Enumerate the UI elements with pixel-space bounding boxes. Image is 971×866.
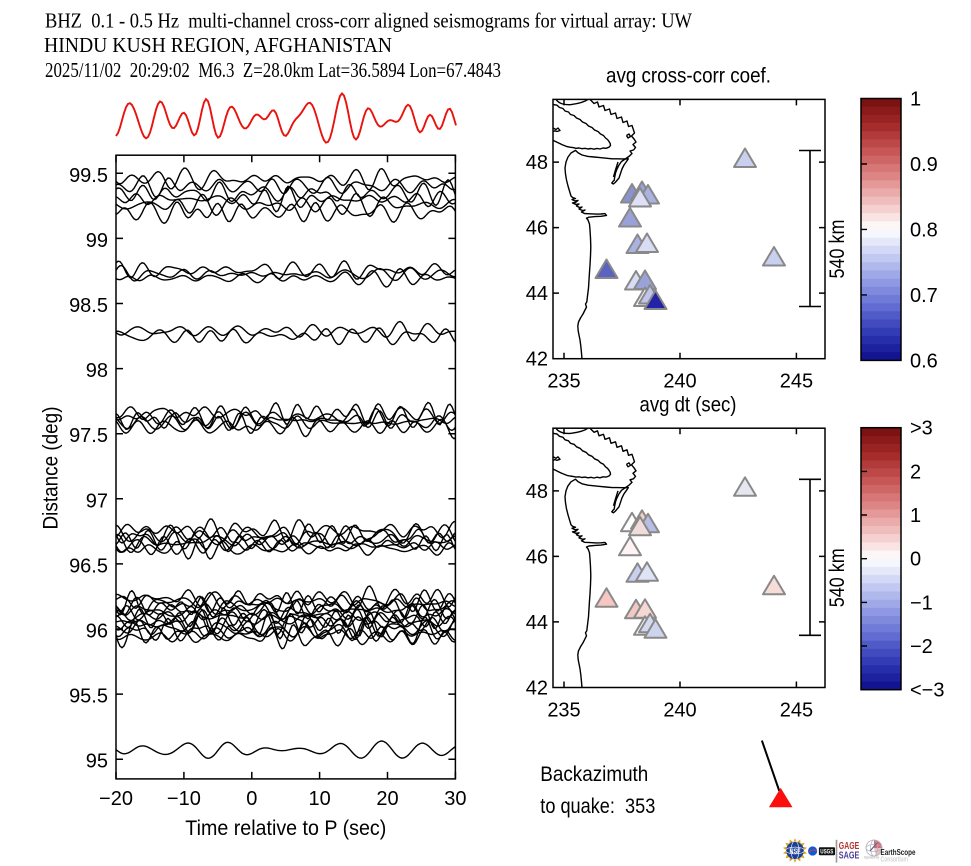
svg-text:0.9: 0.9 [910,154,938,176]
svg-text:42: 42 [526,677,548,699]
svg-text:98: 98 [86,360,108,382]
svg-text:BHZ 0.1 - 0.5 Hz multi-chann: BHZ 0.1 - 0.5 Hz multi-channel cross-cor… [45,9,693,33]
svg-text:44: 44 [526,612,548,634]
svg-text:99.5: 99.5 [69,165,108,187]
svg-text:Backazimuth: Backazimuth [540,763,648,786]
svg-text:Consortium: Consortium [881,855,909,864]
svg-text:<−3: <−3 [910,680,944,702]
svg-text:44: 44 [526,283,548,305]
svg-text:2: 2 [910,461,921,483]
svg-text:46: 46 [526,546,548,568]
svg-text:235: 235 [547,699,580,721]
svg-text:GAGE: GAGE [839,840,860,852]
svg-text:−20: −20 [99,788,133,810]
svg-text:48: 48 [526,152,548,174]
svg-text:1: 1 [910,89,921,111]
svg-text:48: 48 [526,481,548,503]
svg-text:HINDU KUSH REGION, AFGHANISTAN: HINDU KUSH REGION, AFGHANISTAN [44,33,392,57]
svg-text:USGS: USGS [820,849,833,856]
svg-text:Time relative to P (sec): Time relative to P (sec) [185,816,386,840]
svg-text:avg dt (sec): avg dt (sec) [640,393,737,417]
svg-text:0.6: 0.6 [910,350,938,372]
svg-text:96.5: 96.5 [69,555,108,577]
svg-text:240: 240 [663,371,696,393]
svg-text:1: 1 [910,505,921,527]
svg-text:97.5: 97.5 [69,425,108,447]
svg-text:95.5: 95.5 [69,686,108,708]
svg-text:SAGE: SAGE [839,850,860,862]
svg-text:245: 245 [780,699,813,721]
svg-text:98.5: 98.5 [69,295,108,317]
svg-text:30: 30 [444,788,466,810]
svg-text:96: 96 [86,621,108,643]
svg-text:99: 99 [86,230,108,252]
svg-text:NSF: NSF [790,849,802,856]
svg-text:0: 0 [246,788,257,810]
svg-text:97: 97 [86,490,108,512]
svg-text:0.8: 0.8 [910,219,938,241]
svg-text:95: 95 [86,751,108,773]
svg-text:0: 0 [910,549,921,571]
svg-text:10: 10 [309,788,331,810]
svg-text:2025/11/02 20:29:02 M6.3 Z=: 2025/11/02 20:29:02 M6.3 Z=28.0km Lat=36… [45,58,501,82]
svg-text:EarthScope: EarthScope [881,847,916,857]
svg-text:>3: >3 [910,418,933,440]
svg-text:540 km: 540 km [826,548,849,607]
svg-text:540 km: 540 km [826,220,849,279]
svg-text:avg cross-corr coef.: avg cross-corr coef. [606,64,771,88]
svg-text:42: 42 [526,349,548,371]
svg-text:−1: −1 [910,592,933,614]
svg-text:0.7: 0.7 [910,285,938,307]
svg-text:−2: −2 [910,636,933,658]
svg-text:20: 20 [376,788,398,810]
svg-text:−10: −10 [167,788,201,810]
svg-text:Operated by: Operated by [864,855,879,859]
svg-text:Distance (deg): Distance (deg) [39,407,63,530]
svg-text:235: 235 [547,371,580,393]
svg-text:240: 240 [663,699,696,721]
svg-text:to quake: 353: to quake: 353 [540,795,655,818]
svg-text:245: 245 [780,371,813,393]
svg-text:46: 46 [526,218,548,240]
